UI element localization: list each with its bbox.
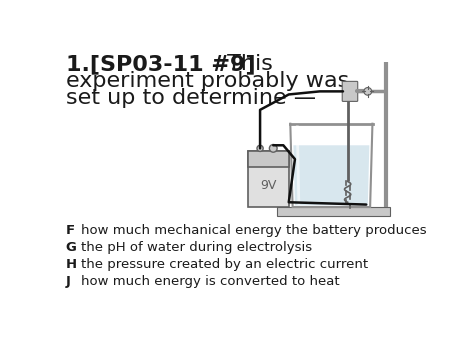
FancyBboxPatch shape <box>342 81 358 101</box>
Text: set up to determine —: set up to determine — <box>66 88 316 108</box>
FancyBboxPatch shape <box>277 207 390 216</box>
Text: J: J <box>66 275 70 288</box>
FancyBboxPatch shape <box>248 151 289 207</box>
Circle shape <box>364 88 372 95</box>
FancyBboxPatch shape <box>248 151 289 167</box>
Circle shape <box>257 145 263 151</box>
Circle shape <box>270 145 277 152</box>
Text: 9V: 9V <box>261 179 277 192</box>
Text: the pressure created by an electric current: the pressure created by an electric curr… <box>81 258 368 271</box>
Text: how much energy is converted to heat: how much energy is converted to heat <box>81 275 340 288</box>
Text: G: G <box>66 241 77 254</box>
Text: experiment probably was: experiment probably was <box>66 71 349 91</box>
Text: H: H <box>66 258 77 271</box>
Text: 1.[SP03-11 #9]: 1.[SP03-11 #9] <box>66 54 255 74</box>
Text: how much mechanical energy the battery produces: how much mechanical energy the battery p… <box>81 224 427 237</box>
Text: the pH of water during electrolysis: the pH of water during electrolysis <box>81 241 312 254</box>
Polygon shape <box>293 145 369 206</box>
Text: This: This <box>220 54 273 74</box>
Text: F: F <box>66 224 75 237</box>
